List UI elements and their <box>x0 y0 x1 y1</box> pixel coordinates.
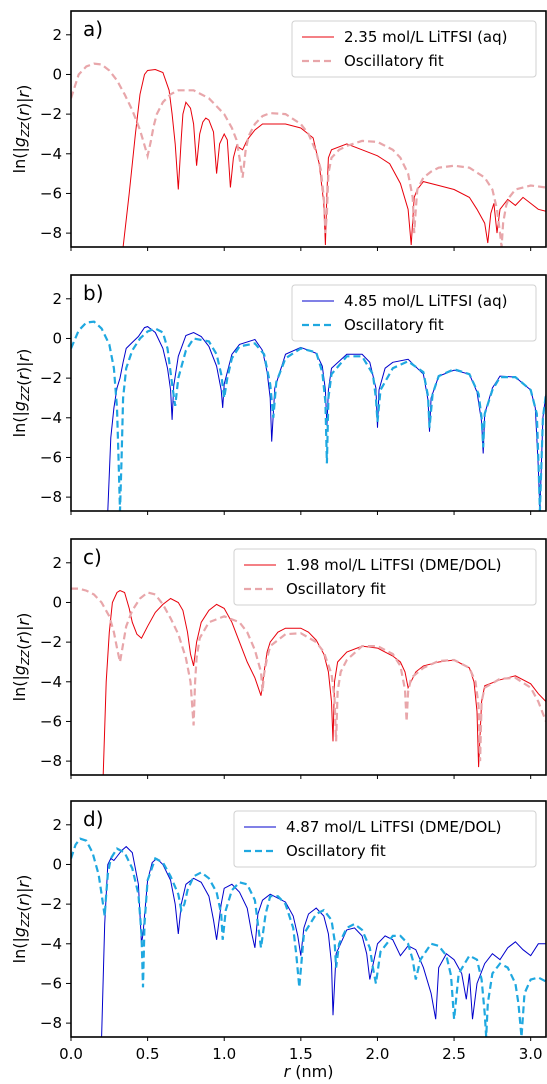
axes-frame <box>70 800 547 1038</box>
y-tick-label: −8 <box>40 488 62 506</box>
x-tick-label: 3.0 <box>519 1045 543 1063</box>
y-tick-label: −4 <box>40 673 62 691</box>
y-tick-label: 0 <box>52 329 62 347</box>
x-tick-label: 2.0 <box>366 1045 390 1063</box>
panel-label: c) <box>83 545 102 569</box>
y-tick-label: 2 <box>52 290 62 308</box>
x-tick-label: 0.5 <box>136 1045 160 1063</box>
series-line-fit <box>71 320 546 511</box>
legend-label: 4.85 mol/L LiTFSI (aq) <box>344 292 507 310</box>
x-tick-label: 1.0 <box>212 1045 236 1063</box>
legend-label: Oscillatory fit <box>286 842 386 860</box>
panel-label: d) <box>83 807 104 831</box>
y-tick-label: 0 <box>52 593 62 611</box>
legend-label: Oscillatory fit <box>344 316 444 334</box>
legend-label: 2.35 mol/L LiTFSI (aq) <box>344 28 507 46</box>
panel-2: 2 0 −2 −4 −6 −8 ln(|gZZ(r)|r) b) 4.85 mol/L LiTF… <box>10 274 547 515</box>
y-tick-label: −2 <box>40 369 62 387</box>
x-tick-label: 1.5 <box>289 1045 313 1063</box>
y-axis-label: ln(|gZZ(r)|r) <box>10 875 33 964</box>
y-tick-label: −6 <box>40 448 62 466</box>
y-tick-label: 0 <box>52 855 62 873</box>
legend-label: Oscillatory fit <box>286 580 386 598</box>
legend-label: Oscillatory fit <box>344 52 444 70</box>
y-tick-label: 0 <box>52 65 62 83</box>
x-tick-label: 2.5 <box>442 1045 466 1063</box>
legend-box <box>291 20 537 78</box>
series-line-fit <box>71 587 546 762</box>
series-line-fit <box>71 62 546 247</box>
y-tick-label: −2 <box>40 105 62 123</box>
y-axis-label: ln(|gZZ(r)|r) <box>10 349 33 438</box>
panel-4: 2 0 −2 −4 −6 −8 0.0 0.5 1.0 1.5 2.0 2.5 3.0 ln(|gZZ(r… <box>10 800 547 1081</box>
legend-label: 4.87 mol/L LiTFSI (DME/DOL) <box>286 818 502 836</box>
y-axis-label: ln(|gZZ(r)|r) <box>10 85 33 174</box>
legend-box <box>291 284 537 342</box>
y-tick-label: −4 <box>40 409 62 427</box>
panel-label: a) <box>83 17 103 41</box>
y-tick-label: −8 <box>40 752 62 770</box>
y-tick-label: −4 <box>40 145 62 163</box>
axes-frame <box>70 274 547 512</box>
y-tick-label: 2 <box>52 816 62 834</box>
y-tick-label: 2 <box>52 26 62 44</box>
x-axis-label: r (nm) <box>284 1062 334 1081</box>
legend-label: 1.98 mol/L LiTFSI (DME/DOL) <box>286 556 502 574</box>
x-tick-label: 0.0 <box>59 1045 83 1063</box>
axes-frame <box>70 10 547 248</box>
y-tick-label: −6 <box>40 974 62 992</box>
y-tick-label: −2 <box>40 895 62 913</box>
panel-3: 2 0 −2 −4 −6 −8 ln(|gZZ(r)|r) c) 1.98 mol/L LiTF… <box>10 538 547 779</box>
y-tick-label: −8 <box>40 1014 62 1032</box>
y-tick-label: −2 <box>40 633 62 651</box>
y-tick-label: 2 <box>52 554 62 572</box>
y-tick-label: −8 <box>40 224 62 242</box>
y-tick-label: −6 <box>40 184 62 202</box>
panel-1: 2 0 −2 −4 −6 −8 ln(|gZZ(r)|r) a) 2.35 mol/L LiTF… <box>10 10 547 251</box>
y-axis-label: ln(|gZZ(r)|r) <box>10 613 33 702</box>
series-line-fit <box>71 837 546 1037</box>
y-tick-label: −4 <box>40 935 62 953</box>
axes-frame <box>70 538 547 776</box>
legend-box <box>233 810 537 868</box>
series-line-data <box>122 68 546 247</box>
y-tick-label: −6 <box>40 712 62 730</box>
legend-box <box>233 548 537 606</box>
series-line-data <box>101 845 546 1037</box>
panel-label: b) <box>83 281 104 305</box>
